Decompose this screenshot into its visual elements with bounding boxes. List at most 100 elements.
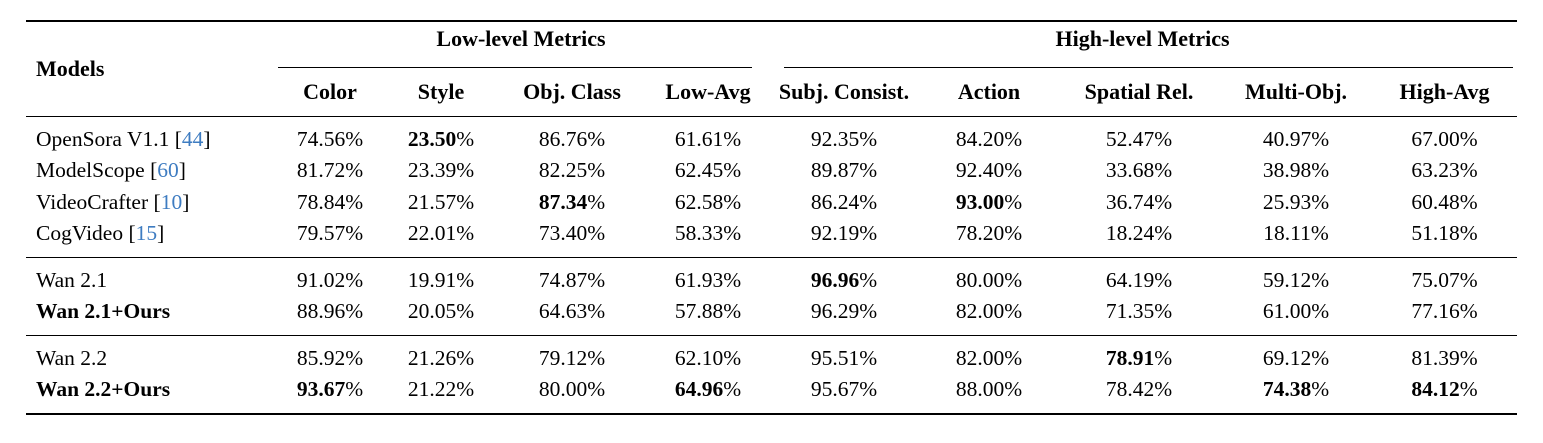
metric-cell: 19.91% [386,256,496,296]
metric-cell: 51.18% [1411,221,1478,245]
model-name: CogVideo [36,221,124,245]
metric-cell: 74.38% [1262,377,1330,401]
metric-cell: 96.96% [768,256,921,296]
model-name-cell: Wan 2.1 [26,256,274,296]
metric-cell: 64.96% [674,377,742,401]
metric-cell: 33.68% [1105,158,1173,182]
metric-cell: 21.26% [386,334,496,374]
metric-cell: 22.01% [407,221,475,245]
model-name-cell: Wan 2.2+Ours [26,374,274,414]
column-header-multi-obj: Multi-Obj. [1220,68,1373,117]
metric-cell: 36.74% [1105,189,1173,214]
metric-cell: 80.00% [920,256,1059,296]
metric-cell: 84.20% [955,126,1023,151]
metric-cell: 92.35% [810,126,878,151]
table-row: Wan 2.1+Ours 88.96% 20.05% 64.63% 57.88% 96.2… [26,296,1517,335]
model-name: Wan 2.1 [36,267,108,292]
metric-cell: 75.07% [1372,256,1518,296]
model-name-cell: ModelScope [60] [36,158,186,182]
table-row: Wan 2.1 91.02% 19.91% 74.87% 61.93% 96.96% 80.… [26,256,1518,296]
column-header-row: Color Style Obj. Class Low-Avg Subj. Consist… [26,68,1518,117]
low-level-group-label: Low-level Metrics [436,26,606,51]
citation-link[interactable]: 60 [157,158,179,182]
table-row: CogVideo [15] 79.57% 22.01% 73.40% 58.33% 92.… [26,218,1517,257]
metric-cell: 78.91% [1058,334,1221,374]
metric-cell: 21.57% [407,189,475,214]
metric-cell: 93.67% [296,377,364,401]
models-column-header: Models [26,21,274,117]
metric-cell: 61.00% [1262,299,1330,323]
metric-cell: 25.93% [1262,189,1330,214]
low-level-group-header: Low-level Metrics [274,21,768,68]
column-header-subj-consist: Subj. Consist. [768,68,921,117]
column-header-action: Action [920,68,1059,117]
model-name: Wan 2.2 [36,345,108,370]
metric-cell: 64.63% [538,299,606,323]
metric-cell: 81.72% [296,158,364,182]
citation-link[interactable]: 15 [135,221,158,245]
metric-cell: 78.84% [296,189,364,214]
metric-cell: 38.98% [1262,158,1330,182]
metric-cell: 86.24% [810,189,878,214]
metric-cell: 92.19% [810,221,878,245]
metric-cell: 93.00% [955,189,1023,214]
metric-cell: 71.35% [1105,299,1173,323]
high-level-group-header: High-level Metrics [768,21,1517,68]
table-row: VideoCrafter [10] 78.84% 21.57% 87.34% 62.58… [26,187,1517,219]
model-name: VideoCrafter [36,189,149,214]
metric-cell: 82.00% [955,299,1023,323]
metric-cell: 96.29% [810,299,878,323]
metric-cell: 58.33% [674,221,742,245]
metric-cell: 81.39% [1372,334,1518,374]
column-header-high-avg: High-Avg [1372,68,1518,117]
metric-cell: 79.12% [496,334,648,374]
metric-cell: 40.97% [1262,126,1330,151]
metric-cell: 62.45% [674,158,742,182]
metric-cell: 82.25% [538,158,606,182]
metric-cell: 18.24% [1105,221,1173,245]
metric-cell: 80.00% [538,377,606,401]
metric-cell: 20.05% [407,299,475,323]
metric-cell: 82.00% [920,334,1059,374]
model-name-cell: OpenSora V1.1 [44] [36,126,211,151]
metric-cell: 57.88% [674,299,742,323]
metric-cell: 52.47% [1105,126,1173,151]
model-name: ModelScope [36,158,145,182]
metric-cell: 23.50% [407,126,475,151]
metric-cell: 73.40% [538,221,606,245]
column-header-color: Color [274,68,386,117]
table-row: Wan 2.2 85.92% 21.26% 79.12% 62.10% 95.51% 82.… [26,334,1518,374]
group-header-row: Models Low-level Metrics High-level Metr… [26,21,1517,117]
metric-cell: 62.58% [674,189,742,214]
metric-cell: 95.51% [768,334,921,374]
high-level-group-label: High-level Metrics [1055,26,1230,51]
metric-cell: 62.10% [648,334,769,374]
metric-cell: 59.12% [1220,256,1373,296]
table-row: Wan 2.2+Ours 93.67% 21.22% 80.00% 64.96% 95.6… [26,374,1517,414]
metric-cell: 78.20% [955,221,1023,245]
metric-cell: 88.96% [296,299,364,323]
metric-cell: 77.16% [1411,299,1478,323]
metric-cell: 23.39% [407,158,475,182]
column-header-obj-class: Obj. Class [496,68,648,117]
model-name: Wan 2.2+Ours [36,377,171,401]
metric-cell: 84.12% [1411,377,1478,401]
column-header-spatial-rel: Spatial Rel. [1058,68,1221,117]
metrics-table: Models Low-level Metrics High-level Metr… [26,20,1518,415]
metric-cell: 74.87% [496,256,648,296]
metric-cell: 92.40% [955,158,1023,182]
citation-link[interactable]: 10 [160,189,183,214]
model-name: OpenSora V1.1 [36,126,170,151]
metric-cell: 87.34% [538,189,606,214]
table-row: OpenSora V1.1 [44] 74.56% 23.50% 86.76% 61.6… [26,116,1517,155]
metric-cell: 21.22% [407,377,475,401]
metric-cell: 86.76% [538,126,606,151]
column-header-low-avg: Low-Avg [648,68,769,117]
metric-cell: 61.93% [648,256,769,296]
metric-cell: 60.48% [1411,189,1478,214]
model-name-cell: Wan 2.1+Ours [26,296,274,335]
model-name: Wan 2.1+Ours [36,299,171,323]
metric-cell: 89.87% [810,158,878,182]
citation-link[interactable]: 44 [181,126,204,151]
metric-cell: 18.11% [1263,221,1329,245]
